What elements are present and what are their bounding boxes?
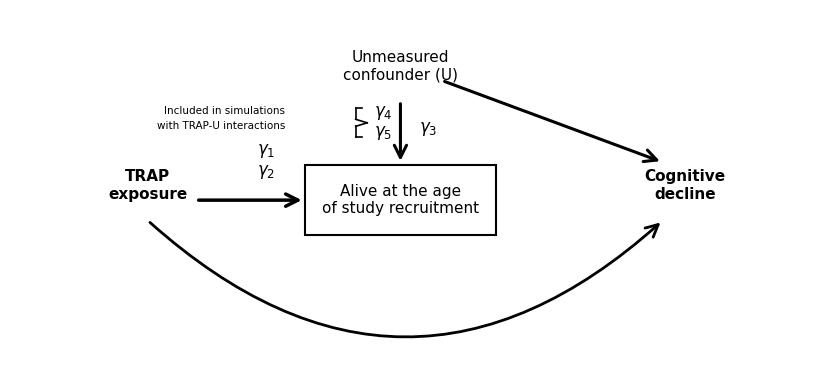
Text: $\mathit{\gamma}_5$: $\mathit{\gamma}_5$ [374, 124, 392, 142]
Text: Unmeasured
confounder (U): Unmeasured confounder (U) [343, 50, 458, 82]
Text: TRAP
exposure: TRAP exposure [108, 169, 187, 202]
Text: $\mathit{\gamma}_1$: $\mathit{\gamma}_1$ [257, 141, 276, 160]
Text: Cognitive
decline: Cognitive decline [644, 169, 725, 202]
Text: $\mathit{\gamma}_3$: $\mathit{\gamma}_3$ [419, 120, 437, 138]
Text: $\mathit{\gamma}_4$: $\mathit{\gamma}_4$ [374, 103, 393, 122]
Text: Included in simulations: Included in simulations [164, 106, 285, 116]
Text: $\mathit{\gamma}_2$: $\mathit{\gamma}_2$ [257, 163, 276, 182]
Text: Alive at the age
of study recruitment: Alive at the age of study recruitment [322, 184, 479, 216]
FancyBboxPatch shape [304, 165, 497, 235]
Text: with TRAP-U interactions: with TRAP-U interactions [157, 121, 285, 131]
